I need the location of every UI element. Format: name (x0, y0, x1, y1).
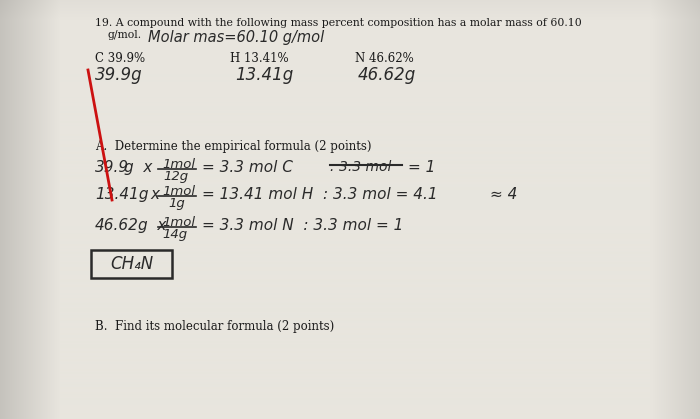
Text: C 39.9%: C 39.9% (95, 52, 145, 65)
Text: = 3.3 mol C: = 3.3 mol C (202, 160, 293, 175)
Text: 1g: 1g (168, 197, 185, 210)
Text: g/mol.: g/mol. (107, 30, 141, 40)
Text: CH₄N: CH₄N (110, 255, 153, 273)
Text: 1mol: 1mol (162, 158, 195, 171)
Text: 14g: 14g (162, 228, 187, 241)
Text: ≈ 4: ≈ 4 (490, 187, 517, 202)
Text: 1mol: 1mol (162, 216, 195, 229)
Text: = 3.3 mol N  : 3.3 mol = 1: = 3.3 mol N : 3.3 mol = 1 (202, 218, 403, 233)
Text: 12g: 12g (163, 170, 188, 183)
Text: 13.41g: 13.41g (235, 66, 293, 84)
Text: N 46.62%: N 46.62% (355, 52, 414, 65)
Text: Molar mas=60.10 g/mol: Molar mas=60.10 g/mol (148, 30, 324, 45)
Text: 19. A compound with the following mass percent composition has a molar mass of 6: 19. A compound with the following mass p… (95, 18, 582, 28)
Text: = 1: = 1 (408, 160, 435, 175)
Text: H 13.41%: H 13.41% (230, 52, 288, 65)
Text: x: x (150, 187, 159, 202)
Text: 13.41g: 13.41g (95, 187, 148, 202)
Text: 46.62: 46.62 (95, 218, 139, 233)
Text: A.  Determine the empirical formula (2 points): A. Determine the empirical formula (2 po… (95, 140, 372, 153)
Text: 39.9g: 39.9g (95, 66, 143, 84)
Text: 46.62g: 46.62g (358, 66, 416, 84)
Text: : 3.3 mol: : 3.3 mol (330, 160, 391, 174)
Text: = 13.41 mol H  : 3.3 mol = 4.1: = 13.41 mol H : 3.3 mol = 4.1 (202, 187, 438, 202)
Text: g  x: g x (124, 160, 153, 175)
Text: 1mol: 1mol (162, 185, 195, 198)
Text: g  x: g x (138, 218, 167, 233)
Text: B.  Find its molecular formula (2 points): B. Find its molecular formula (2 points) (95, 320, 335, 333)
Text: 39.9: 39.9 (95, 160, 129, 175)
